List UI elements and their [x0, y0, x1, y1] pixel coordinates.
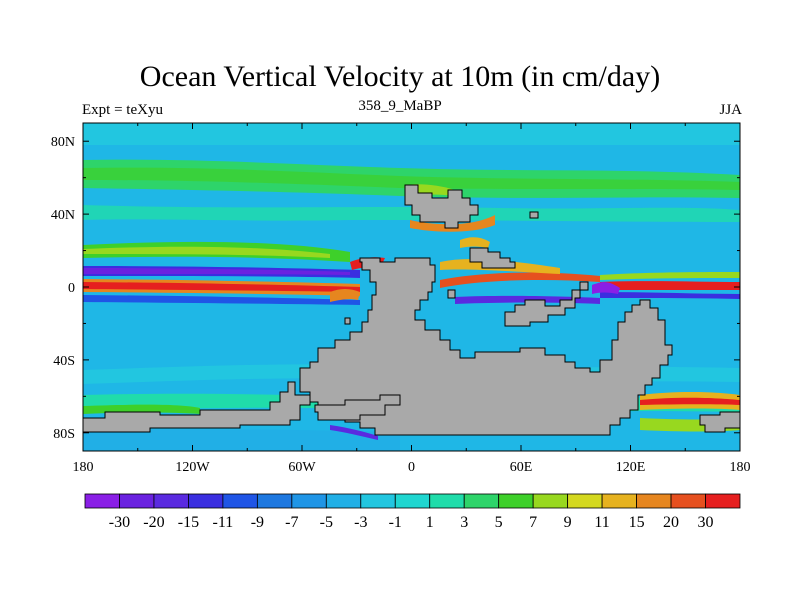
map-title: Ocean Vertical Velocity at 10m (in cm/da…: [139, 60, 661, 93]
colorbar-swatch: [670, 493, 706, 509]
colorbar-swatch: [636, 493, 672, 509]
lon-tick-label: 60W: [288, 460, 316, 475]
colorbar-label: 30: [698, 514, 714, 531]
colorbar-label: 15: [629, 514, 645, 531]
longitude-axis: 180 120W 60W 0 60E 120E 180: [73, 123, 751, 475]
colorbar-swatch: [188, 493, 224, 509]
colorbar-swatch: [153, 493, 189, 509]
colorbar-swatch: [601, 493, 637, 509]
colorbar-swatch: [394, 493, 431, 509]
colorbar-label: 1: [426, 514, 434, 531]
colorbar-label: -3: [354, 514, 367, 531]
lat-tick-label: 40N: [51, 208, 75, 223]
colorbar-swatch: [222, 493, 258, 509]
colorbar-swatch: [463, 493, 500, 509]
arctic-band: [83, 123, 740, 145]
lat-tick-label: 80S: [53, 427, 75, 442]
small-island-eq: [447, 289, 456, 299]
colorbar-label: 3: [460, 514, 468, 531]
colorbar-label: -7: [285, 514, 298, 531]
southeast-island: [699, 411, 741, 433]
colorbar-swatch: [291, 493, 327, 509]
colorbar-label: -1: [389, 514, 402, 531]
colorbar-swatch: [532, 493, 569, 509]
colorbar-swatch: [567, 493, 603, 509]
colorbar-swatch: [119, 493, 155, 509]
season-label: JJA: [719, 102, 742, 118]
experiment-label: Expt = teXyu: [82, 102, 163, 118]
land-masses: [82, 184, 741, 436]
tethys-island: [469, 247, 516, 269]
lon-tick-label: 0: [408, 460, 415, 475]
colorbar-label: 20: [663, 514, 679, 531]
period-label: 358_9_MaBP: [358, 98, 442, 114]
gondwana-continent: [299, 257, 673, 436]
colorbar-label: -15: [178, 514, 199, 531]
colorbar: -30 -20 -15 -11 -9 -7 -5 -3 -1 1 3 5 7 9 11 15 20 30: [84, 493, 741, 531]
colorbar-label: -9: [251, 514, 264, 531]
eastern-fragment: [504, 281, 589, 327]
colorbar-label: -20: [143, 514, 164, 531]
colorbar-label: 7: [529, 514, 537, 531]
colorbar-swatch: [360, 493, 396, 509]
small-island-sw: [344, 317, 351, 325]
latitude-axis: 80N 40N 0 40S 80S: [51, 135, 740, 442]
lon-tick-label: 180: [73, 460, 94, 475]
northern-continent: [404, 184, 479, 229]
colorbar-swatch: [429, 493, 465, 509]
lat-tick-label: 80N: [51, 135, 75, 150]
colorbar-label: -5: [320, 514, 333, 531]
colorbar-swatch: [256, 493, 293, 509]
lon-tick-label: 180: [730, 460, 751, 475]
lon-tick-label: 60E: [510, 460, 533, 475]
colorbar-label: 11: [594, 514, 609, 531]
lon-tick-label: 120W: [175, 460, 210, 475]
colorbar-label: 9: [564, 514, 572, 531]
colorbar-label: -30: [109, 514, 130, 531]
colorbar-swatch: [498, 493, 534, 509]
colorbar-swatch: [325, 493, 362, 509]
colorbar-label: -11: [213, 514, 234, 531]
small-island-ne: [529, 211, 539, 219]
colorbar-swatch: [705, 493, 741, 509]
colorbar-label: 5: [495, 514, 503, 531]
lon-tick-label: 120E: [616, 460, 646, 475]
lat-tick-label: 0: [68, 281, 75, 296]
colorbar-swatch: [84, 493, 120, 509]
lat-tick-label: 40S: [53, 354, 75, 369]
southern-peninsula: [314, 394, 401, 421]
southwest-landmass: [82, 381, 311, 433]
